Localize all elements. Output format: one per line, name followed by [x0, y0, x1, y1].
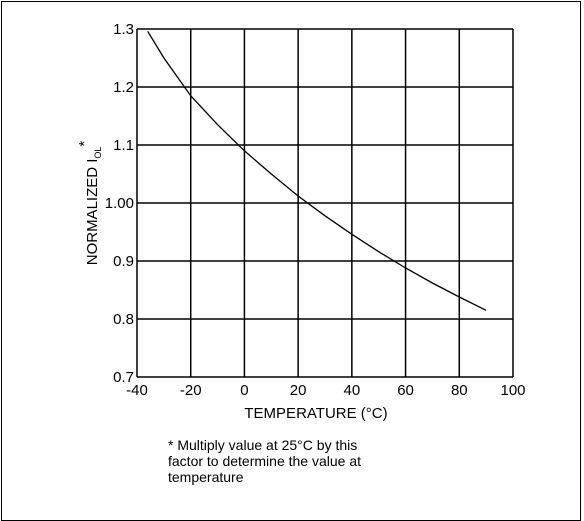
series	[147, 30, 487, 311]
y-tick-label: 0.7	[113, 369, 134, 386]
x-tick-label: 40	[344, 382, 361, 399]
footnote: * Multiply value at 25°C by this factor …	[168, 437, 428, 485]
grid	[136, 28, 514, 378]
tick-labels: -40 -20 0 20 40 60 80 100 0.7 0.8 0.9 1.00 1.1 1.2 1.3	[105, 21, 526, 399]
x-tick-label: 0	[240, 382, 248, 399]
y-axis-title-main: NORMALIZED I	[84, 159, 101, 266]
x-axis-title: TEMPERATURE (°C)	[244, 405, 387, 422]
x-tick-label: 100	[500, 382, 525, 399]
x-tick-label: 60	[397, 382, 414, 399]
x-tick-label: 80	[451, 382, 468, 399]
y-tick-label: 1.2	[113, 79, 134, 96]
series-line	[147, 30, 487, 311]
footnote-line-3: temperature	[168, 469, 244, 485]
y-tick-label: 1.00	[105, 195, 134, 212]
y-tick-label: 0.8	[113, 311, 134, 328]
y-axis-title: NORMALIZED IOL*	[76, 141, 103, 266]
chart: -40 -20 0 20 40 60 80 100 0.7 0.8 0.9 1.00 1.1 1.2 1.3…	[76, 21, 526, 422]
y-axis-title-sub: OL	[93, 147, 103, 159]
x-tick-label: -20	[180, 382, 202, 399]
x-tick-label: -40	[126, 382, 148, 399]
footnote-line-1: * Multiply value at 25°C by this	[168, 437, 358, 453]
x-tick-label: 20	[290, 382, 307, 399]
footnote-line-2: factor to determine the value at	[168, 453, 361, 469]
y-tick-label: 0.9	[113, 253, 134, 270]
y-axis-title-sup: *	[76, 141, 93, 147]
y-tick-label: 1.3	[113, 21, 134, 38]
y-tick-label: 1.1	[113, 137, 134, 154]
